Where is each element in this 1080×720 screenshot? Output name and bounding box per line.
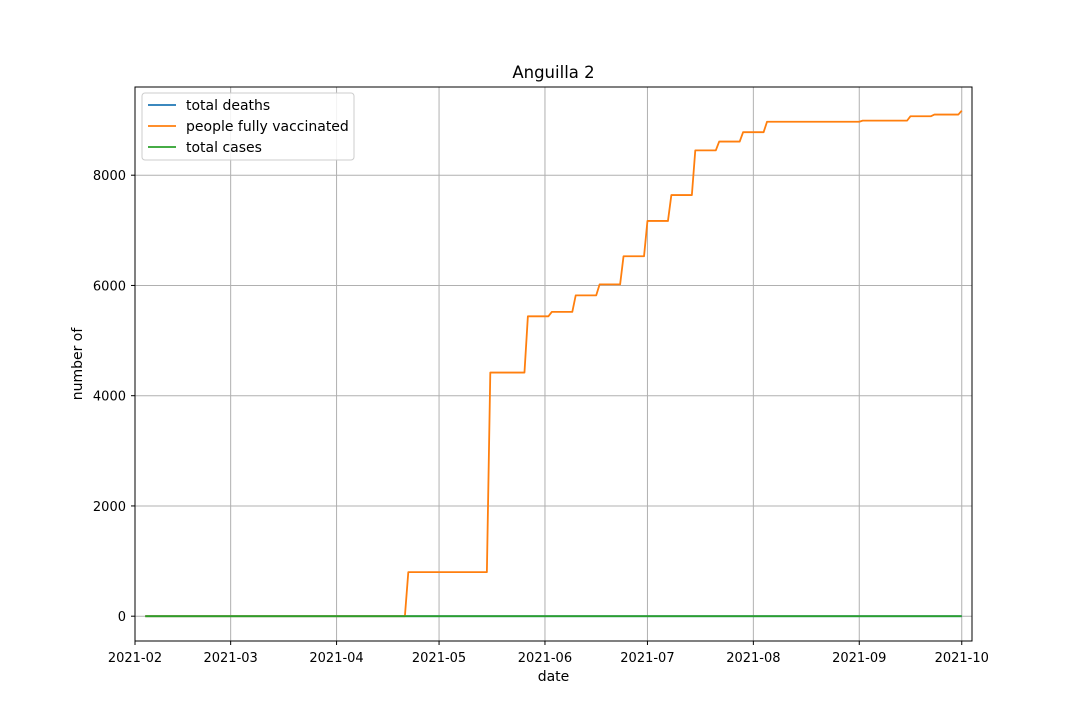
plot-frame	[134, 86, 973, 642]
legend-box	[141, 92, 355, 161]
legend-label: total deaths	[186, 98, 270, 114]
y-axis-label: number of	[70, 327, 86, 401]
legend-label: total cases	[186, 140, 262, 156]
y-tick-label: 6000	[93, 279, 126, 294]
chart-title: Anguilla 2	[512, 63, 594, 82]
x-tick-label: 2021-10	[935, 651, 989, 666]
x-axis-label: date	[538, 669, 570, 685]
y-tick-label: 0	[118, 610, 126, 625]
x-tick-label: 2021-04	[309, 651, 363, 666]
y-tick-label: 2000	[93, 500, 126, 515]
axis-ticks: 2021-02 2021-03 2021-04 2021-05 2021-06 2021-…	[93, 169, 989, 666]
legend-label: people fully vaccinated	[186, 119, 349, 135]
legend: total deaths people fully vaccinated total…	[141, 92, 355, 161]
x-tick-label: 2021-07	[620, 651, 674, 666]
series-line-1	[145, 110, 963, 618]
y-tick-label: 8000	[93, 169, 126, 184]
y-tick-label: 4000	[93, 390, 126, 405]
plot-lines	[145, 110, 963, 618]
x-tick-label: 2021-06	[518, 651, 572, 666]
x-tick-label: 2021-09	[832, 651, 886, 666]
x-tick-label: 2021-02	[108, 651, 162, 666]
x-tick-label: 2021-03	[203, 651, 257, 666]
x-tick-label: 2021-08	[726, 651, 780, 666]
x-tick-label: 2021-05	[412, 651, 466, 666]
